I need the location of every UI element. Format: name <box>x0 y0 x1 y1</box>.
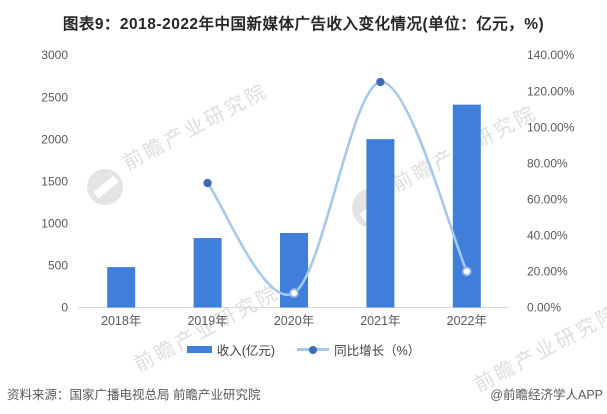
legend-label-revenue: 收入(亿元) <box>216 344 276 358</box>
revenue-bar <box>366 139 395 308</box>
left-axis-tick: 2000 <box>41 132 68 146</box>
right-axis-tick: 80.00% <box>527 156 568 170</box>
bar-series-swatch <box>186 346 212 353</box>
line-swatch-dot-icon <box>309 345 318 354</box>
growth-marker-open <box>289 288 299 298</box>
right-axis-tick: 100.00% <box>527 120 575 134</box>
right-axis-tick: 120.00% <box>527 84 575 98</box>
legend-label-growth: 同比增长（%） <box>334 344 421 358</box>
right-axis-tick: 140.00% <box>527 48 575 62</box>
right-axis-tick: 0.00% <box>527 301 561 315</box>
x-axis-label: 2022年 <box>447 314 487 328</box>
combo-chart: 0 500 1000 1500 2000 2500 3000 0.00% 20.00% 40.00… <box>41 48 575 328</box>
revenue-bar <box>452 104 481 308</box>
left-axis-tick: 1000 <box>41 217 68 231</box>
revenue-bar <box>193 238 222 308</box>
source-text: 资料来源：国家广播电视总局 前瞻产业研究院 <box>7 388 261 402</box>
growth-marker-open <box>461 266 472 277</box>
left-axis-tick: 2500 <box>41 90 68 104</box>
revenue-bar <box>107 267 136 308</box>
chart-legend: 收入(亿元) 同比增长（%） <box>0 340 607 359</box>
legend-item-revenue: 收入(亿元) <box>186 340 276 359</box>
credit-text: @前瞻经济学人APP <box>490 388 603 402</box>
qianzhan-logo-watermark <box>87 169 123 205</box>
right-axis-tick: 60.00% <box>527 192 568 206</box>
growth-marker-filled <box>376 77 385 87</box>
left-axis-tick: 500 <box>48 259 68 273</box>
left-axis-tick: 3000 <box>41 48 68 62</box>
x-axis-label: 2020年 <box>274 314 314 328</box>
right-axis-tick: 20.00% <box>527 265 568 279</box>
left-axis-tick: 1500 <box>41 174 68 188</box>
line-series-swatch <box>297 345 330 354</box>
x-axis-label: 2019年 <box>187 314 227 328</box>
chart-title: 图表9：2018-2022年中国新媒体广告收入变化情况(单位：亿元，%) <box>62 16 545 33</box>
growth-line <box>206 80 469 297</box>
chart-footer: 资料来源：国家广播电视总局 前瞻产业研究院 @前瞻经济学人APP <box>7 384 603 403</box>
x-axis-label: 2018年 <box>101 314 141 328</box>
right-axis-tick: 40.00% <box>527 229 568 243</box>
legend-item-growth: 同比增长（%） <box>297 340 420 359</box>
x-axis-label: 2021年 <box>360 314 400 328</box>
left-axis-tick: 0 <box>61 301 68 315</box>
growth-marker-filled <box>203 178 212 188</box>
